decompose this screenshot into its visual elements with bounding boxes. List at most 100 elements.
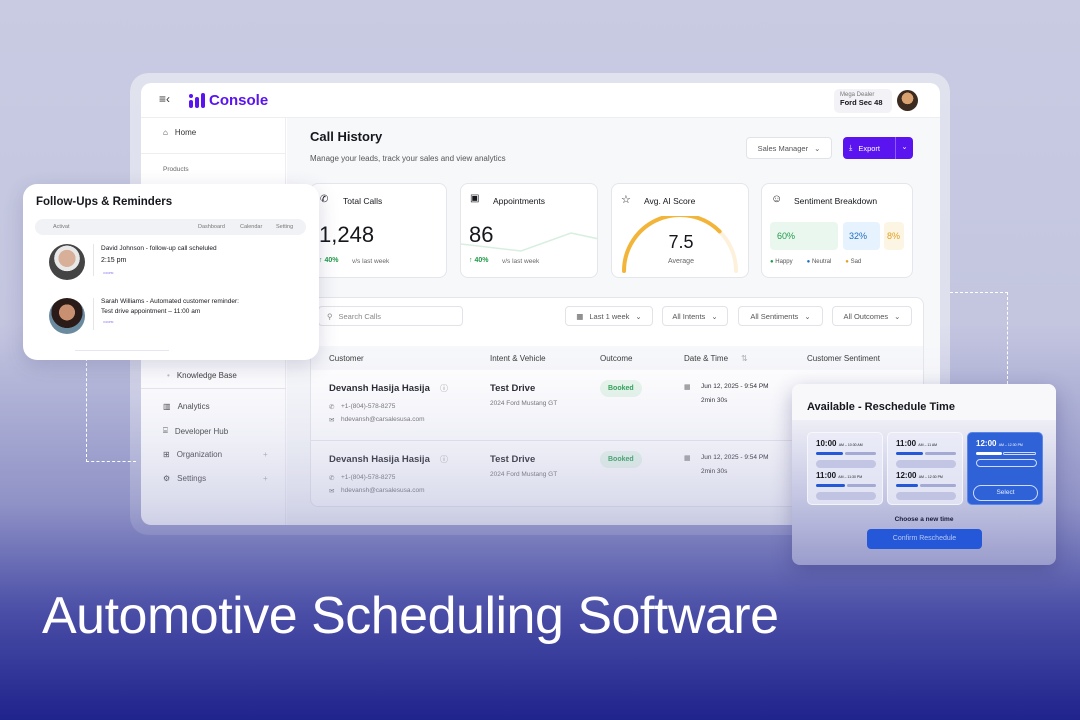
app-name: Console (209, 92, 269, 109)
calendar-icon: ▦ (576, 311, 584, 321)
confirm-reschedule-button[interactable]: Confirm Reschedule (867, 529, 982, 549)
sidebar-item-label: Developer Hub (174, 426, 229, 436)
slot-range: AM – 11 AM (918, 443, 938, 447)
bullet-icon: • (167, 371, 170, 380)
stat-note: v/s last week (502, 258, 540, 265)
calendar-icon: ▦ (684, 455, 691, 462)
export-button[interactable]: ⤓ Export ⌄ (843, 137, 913, 159)
avatar (49, 298, 85, 334)
dealer-name: Ford Sec 48 (840, 98, 883, 107)
sentiment-filter[interactable]: All Sentiments ⌄ (738, 306, 823, 326)
period-filter[interactable]: ▦ Last 1 week ⌄ (565, 306, 653, 326)
vehicle: 2024 Ford Mustang GT (490, 400, 558, 407)
role-select[interactable]: Sales Manager ⌄ (746, 137, 832, 159)
stat-sentiment: ☺ Sentiment Breakdown 60% 32% 8% ● Happy… (761, 183, 913, 278)
table-row[interactable]: Devansh Hasija Hasija ⓘ ✆ +1-(804)-578-8… (311, 440, 923, 510)
tab-dashboard[interactable]: Dashboard (198, 224, 225, 230)
stat-note: v/s last week (352, 258, 390, 265)
call-datetime: Jun 12, 2025 - 9:54 PM (701, 454, 769, 461)
intent: Test Drive (490, 454, 536, 465)
menu-collapse-icon[interactable]: ≡‹ (159, 92, 170, 106)
role-select-value: Sales Manager (757, 143, 809, 153)
time-slot-group[interactable]: 10:00 AM – 10:30 AM 11:00 AM – 11:30 PM (807, 432, 883, 505)
expand-icon[interactable]: + (263, 450, 268, 459)
column-date-time[interactable]: Date & Time (684, 354, 729, 363)
chevron-down-icon: ⌄ (814, 143, 821, 153)
time-slot-selected[interactable]: 12:00 AM – 12:30 PM Select (967, 432, 1043, 505)
tab-activity[interactable]: Activat (53, 224, 70, 230)
slot-range: AM – 11:30 PM (838, 475, 863, 479)
reschedule-title: Available - Reschedule Time (807, 401, 955, 413)
smile-icon: ☺ (771, 193, 783, 205)
filter-value: All Sentiments (750, 311, 799, 321)
sidebar-item-home[interactable]: ⌂ Home (163, 128, 196, 137)
sentiment-legend: ● Happy ● Neutral ● Sad (770, 259, 862, 265)
stat-total-calls: ✆ Total Calls 1,248 ↑ 40% v/s last week (310, 183, 447, 278)
stat-sub: Average (668, 258, 694, 265)
calendar-icon: ▣ (470, 193, 480, 204)
sidebar-item-developer-hub[interactable]: ⌸ Developer Hub (163, 426, 228, 436)
stat-label: Total Calls (343, 196, 383, 206)
neutral-segment: 32% (843, 222, 880, 250)
sidebar-item-organization[interactable]: ⊞ Organization + (163, 450, 273, 459)
vehicle: 2024 Ford Mustang GT (490, 471, 558, 478)
page-title: Call History (310, 129, 383, 144)
chevron-down-icon[interactable]: ⌄ (895, 137, 913, 159)
call-duration: 2min 30s (701, 397, 728, 404)
search-placeholder: Search Calls (338, 311, 382, 321)
customer-name[interactable]: Devansh Hasija Hasija (329, 454, 430, 465)
column-sentiment[interactable]: Customer Sentiment (807, 354, 880, 363)
reminder-text: David Johnson - follow-up call scheluled (101, 245, 217, 252)
time-slot-group[interactable]: 11:00 AM – 11 AM 12:00 AM – 12:30 PM (887, 432, 963, 505)
dealer-selector[interactable]: Mega Dealer Ford Sec 48 (834, 89, 892, 113)
calendar-icon: ▦ (684, 384, 691, 391)
sad-segment: 8% (884, 222, 904, 250)
tab-setting[interactable]: Setting (276, 224, 294, 230)
customer-email: hdevansh@carsalesusa.com (341, 416, 425, 423)
reminder-time: 2:15 pm (101, 257, 127, 264)
info-icon[interactable]: ⓘ (440, 384, 448, 393)
reminder-text: Sarah Williams - Automated customer remi… (101, 298, 239, 305)
outcome-badge: Booked (600, 380, 642, 397)
filter-value: All Outcomes (843, 311, 889, 321)
select-button[interactable]: Select (973, 485, 1038, 501)
connector-line (950, 292, 1008, 384)
star-icon: ☆ (621, 194, 631, 206)
column-outcome[interactable]: Outcome (600, 354, 633, 363)
slot-time: 12:00 (976, 439, 997, 448)
sort-icon[interactable]: ⇅ (741, 354, 748, 363)
avatar[interactable] (897, 90, 918, 111)
column-customer[interactable]: Customer (329, 354, 364, 363)
phone-icon: ✆ (320, 194, 329, 205)
customer-name[interactable]: Devansh Hasija Hasija (329, 383, 430, 394)
column-intent[interactable]: Intent & Vehicle (490, 354, 546, 363)
trend-sparkline (461, 232, 597, 252)
table-row[interactable]: Devansh Hasija Hasija ⓘ ✆ +1-(804)-578-8… (311, 370, 923, 440)
happy-segment: 60% (770, 222, 838, 250)
sidebar-item-settings[interactable]: ⚙ Settings + (163, 474, 273, 483)
stat-change: ↑ 40% (469, 257, 489, 264)
top-bar: ≡‹ Console Mega Dealer Ford Sec 48 (141, 83, 940, 118)
chevron-down-icon: ⌄ (711, 311, 718, 321)
slot-range: AM – 10:30 AM (838, 443, 863, 447)
stat-change: ↑ 40% (319, 257, 339, 264)
slot-time: 10:00 (816, 439, 837, 448)
reminder-stamp: 3:00PM (103, 271, 114, 275)
reschedule-card: Available - Reschedule Time 10:00 AM – 1… (792, 384, 1056, 565)
analytics-icon: ▥ (163, 402, 171, 411)
grid-icon: ⊞ (163, 450, 170, 459)
stat-appointments: ▣ Appointments 86 ↑ 40% v/s last week (460, 183, 598, 278)
tab-calendar[interactable]: Calendar (240, 224, 263, 230)
sidebar-item-analytics[interactable]: ▥ Analytics (163, 402, 210, 411)
intent-filter[interactable]: All Intents ⌄ (662, 306, 728, 326)
info-icon[interactable]: ⓘ (440, 455, 448, 464)
outcome-filter[interactable]: All Outcomes ⌄ (832, 306, 912, 326)
stat-value: 86 (469, 222, 494, 247)
expand-icon[interactable]: + (263, 474, 268, 483)
search-input[interactable]: ⚲ Search Calls (318, 306, 463, 326)
sidebar-item-knowledge-base[interactable]: • Knowledge Base (167, 371, 237, 380)
outcome-badge: Booked (600, 451, 642, 468)
sidebar-item-label: Knowledge Base (176, 371, 237, 380)
sidebar-section-label: Products (163, 166, 189, 173)
code-icon: ⌸ (163, 426, 168, 435)
